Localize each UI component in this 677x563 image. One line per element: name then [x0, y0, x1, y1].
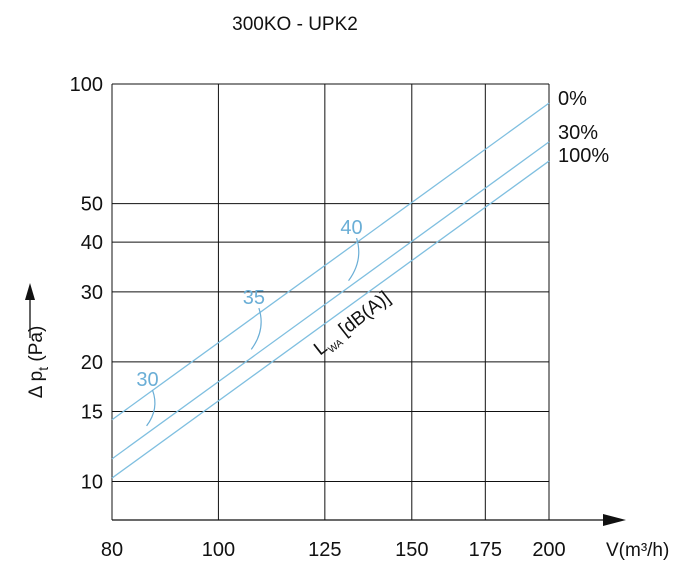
y-axis-label: Δ pt (Pa) — [26, 326, 51, 399]
series-label: 100% — [558, 145, 609, 167]
x-tick-label: 200 — [532, 539, 565, 561]
x-tick-label: 80 — [101, 539, 123, 561]
y-tick-label: 30 — [81, 282, 103, 304]
series-label: 0% — [558, 88, 587, 110]
y-tick-label: 40 — [81, 232, 103, 254]
x-tick-label: 150 — [395, 539, 428, 561]
sound-level-tick — [348, 237, 360, 282]
x-axis-arrow — [603, 514, 626, 526]
series-line-3 — [111, 160, 550, 479]
sound-level-value: 40 — [340, 217, 362, 239]
chart-title: 300KO - UPK2 — [232, 14, 358, 35]
x-tick-label: 100 — [202, 539, 235, 561]
x-tick-label: 125 — [308, 539, 341, 561]
sound-level-tick — [250, 307, 262, 350]
y-tick-label: 15 — [81, 401, 103, 423]
sound-level-value: 35 — [243, 287, 265, 309]
y-tick-label: 100 — [70, 74, 103, 96]
y-tick-label: 10 — [81, 471, 103, 493]
x-tick-label: 175 — [469, 539, 502, 561]
series-line-1 — [111, 102, 550, 421]
y-axis-arrow-head — [25, 283, 35, 300]
y-tick-label: 50 — [81, 194, 103, 216]
sound-level-tick — [146, 389, 156, 427]
series-line-2 — [111, 141, 550, 460]
sound-level-value: 30 — [136, 369, 158, 391]
y-tick-label: 20 — [81, 352, 103, 374]
series-label: 30% — [558, 122, 598, 144]
x-axis-label: V(m³/h) — [606, 540, 669, 561]
